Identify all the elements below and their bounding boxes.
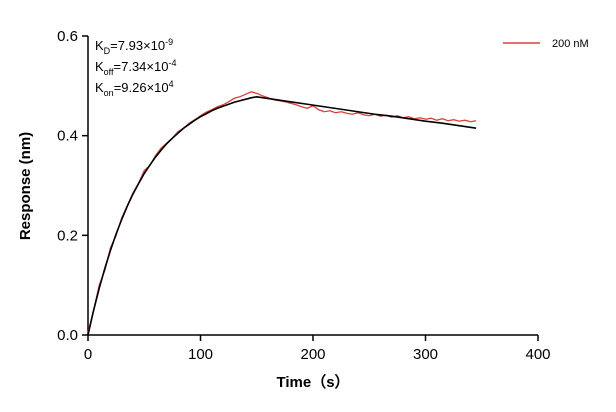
annotation-subscript: D bbox=[104, 46, 111, 56]
annotation-subscript: off bbox=[104, 67, 114, 77]
annotation-symbol: K bbox=[95, 38, 104, 53]
annotation: Kon=9.26×104 bbox=[95, 79, 174, 98]
x-tick-label: 300 bbox=[413, 346, 438, 363]
data-line bbox=[87, 91, 477, 333]
annotation-exponent: -4 bbox=[168, 58, 176, 68]
annotation: KD=7.93×10-9 bbox=[95, 37, 173, 56]
annotation-text: =7.93×10 bbox=[110, 38, 165, 53]
annotation-symbol: K bbox=[95, 59, 104, 74]
x-axis-title: Time（s） bbox=[276, 373, 349, 391]
x-tick-label: 400 bbox=[525, 346, 550, 363]
annotation-symbol: K bbox=[95, 80, 104, 95]
y-tick-label: 0.2 bbox=[57, 227, 78, 244]
x-tick-label: 200 bbox=[300, 346, 325, 363]
legend-label: 200 nM bbox=[552, 38, 589, 50]
y-tick-label: 0.6 bbox=[57, 28, 78, 45]
annotation-text: =7.34×10 bbox=[114, 59, 169, 74]
x-tick-label: 0 bbox=[84, 346, 92, 363]
y-tick-label: 0.4 bbox=[57, 128, 78, 145]
fit-line bbox=[87, 95, 477, 336]
annotation-exponent: 4 bbox=[169, 79, 174, 89]
annotation-exponent: -9 bbox=[165, 37, 173, 47]
y-tick-label: 0.0 bbox=[57, 327, 78, 344]
x-tick-label: 100 bbox=[188, 346, 213, 363]
annotation: Koff=7.34×10-4 bbox=[95, 58, 176, 77]
y-axis-title: Response (nm) bbox=[17, 132, 34, 240]
annotation-subscript: on bbox=[104, 88, 114, 98]
annotation-text: =9.26×10 bbox=[114, 80, 169, 95]
